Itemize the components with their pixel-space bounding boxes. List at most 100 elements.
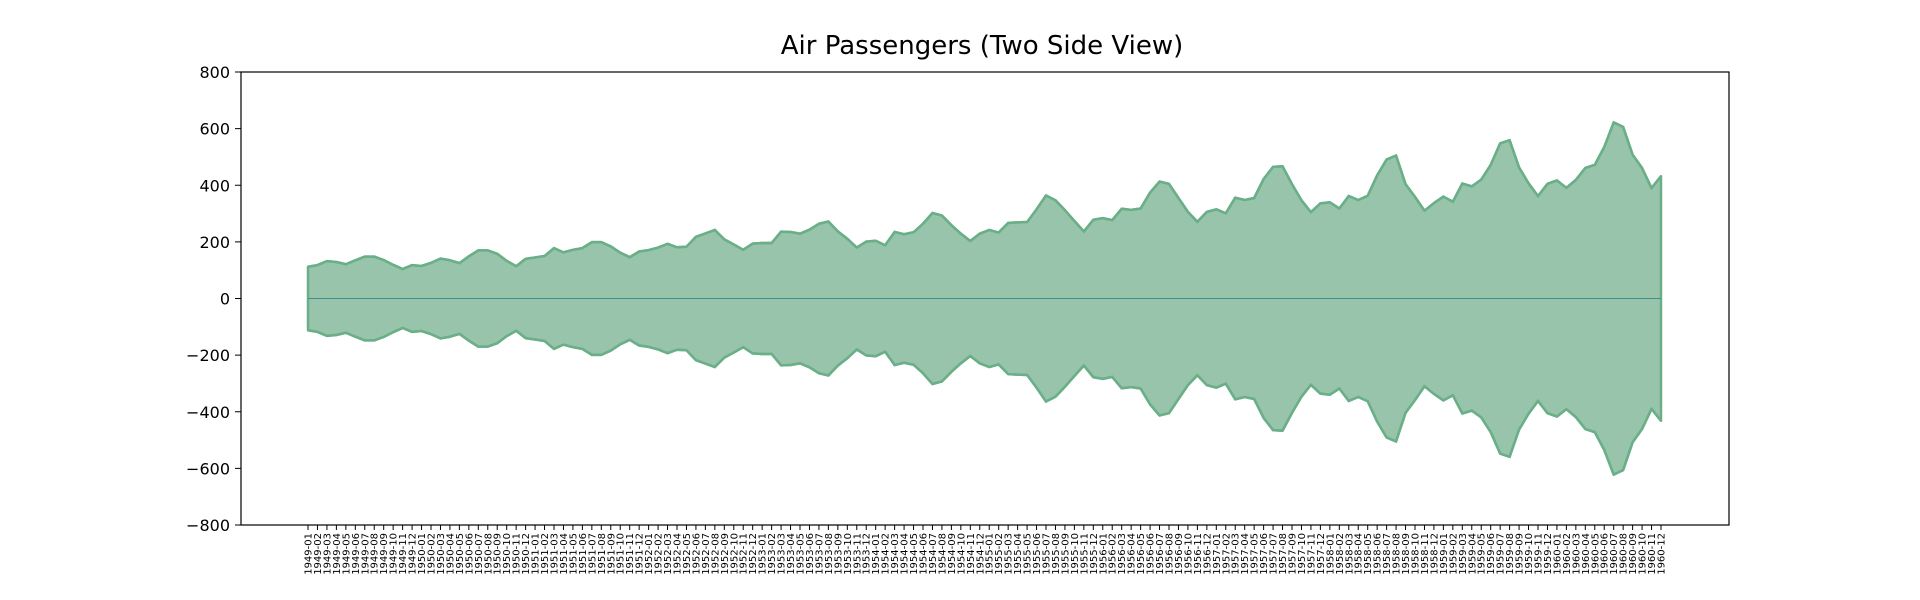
y-tick-label: 0	[220, 290, 230, 309]
x-tick-label: 1960-06	[1600, 533, 1611, 575]
x-tick-label: 1953-07	[814, 533, 825, 575]
x-tick-label: 1952-04	[673, 533, 684, 575]
x-tick-label: 1954-03	[890, 533, 901, 575]
x-tick-label: 1950-03	[436, 533, 447, 575]
x-tick-label: 1953-06	[805, 533, 816, 575]
x-tick-label: 1949-08	[370, 533, 381, 575]
x-tick-label: 1952-08	[710, 533, 721, 575]
x-tick-label: 1956-07	[1155, 533, 1166, 575]
x-tick-label: 1955-06	[1032, 533, 1043, 575]
x-tick-label: 1955-10	[1070, 533, 1081, 575]
x-tick-label: 1952-01	[644, 533, 655, 575]
x-tick-label: 1949-11	[398, 533, 409, 575]
x-tick-label: 1960-09	[1628, 533, 1639, 575]
x-tick-label: 1959-07	[1496, 533, 1507, 575]
x-tick-label: 1955-04	[1013, 533, 1024, 575]
x-tick-label: 1954-06	[919, 533, 930, 575]
x-tick-label: 1951-11	[625, 533, 636, 575]
x-tick-label: 1954-12	[975, 533, 986, 575]
x-tick-label: 1949-12	[408, 533, 419, 575]
x-tick-label: 1960-08	[1619, 533, 1630, 575]
x-tick-label: 1952-05	[682, 533, 693, 575]
x-tick-label: 1956-01	[1098, 533, 1109, 575]
x-tick-label: 1955-12	[1089, 533, 1100, 575]
x-tick-label: 1953-04	[786, 533, 797, 575]
x-tick-label: 1952-11	[739, 533, 750, 575]
x-tick-label: 1957-12	[1316, 533, 1327, 575]
x-tick-label: 1951-10	[616, 533, 627, 575]
x-tick-label: 1955-02	[994, 533, 1005, 575]
x-tick-label: 1954-10	[956, 533, 967, 575]
y-tick-label: 400	[199, 176, 230, 195]
x-tick-label: 1956-12	[1202, 533, 1213, 575]
x-tick-label: 1960-05	[1590, 533, 1601, 575]
x-tick-label: 1952-03	[663, 533, 674, 575]
x-tick-label: 1958-07	[1382, 533, 1393, 575]
x-tick-label: 1956-03	[1117, 533, 1128, 575]
x-tick-label: 1949-10	[389, 533, 400, 575]
x-tick-label: 1957-08	[1278, 533, 1289, 575]
x-tick-label: 1955-07	[1042, 533, 1053, 575]
x-tick-label: 1955-11	[1079, 533, 1090, 575]
y-tick-label: −600	[186, 459, 230, 478]
x-tick-label: 1951-02	[540, 533, 551, 575]
y-tick-label: 800	[199, 63, 230, 82]
x-tick-label: 1957-10	[1297, 533, 1308, 575]
x-tick-label: 1950-01	[417, 533, 428, 575]
x-tick-label: 1955-09	[1060, 533, 1071, 575]
x-tick-label: 1953-12	[862, 533, 873, 575]
x-tick-label: 1953-02	[767, 533, 778, 575]
x-tick-label: 1950-11	[512, 533, 523, 575]
x-tick-label: 1952-07	[701, 533, 712, 575]
x-tick-label: 1960-04	[1581, 533, 1592, 575]
x-tick-label: 1960-01	[1552, 533, 1563, 575]
x-tick-label: 1954-07	[928, 533, 939, 575]
x-tick-label: 1958-05	[1363, 533, 1374, 575]
x-tick-label: 1956-09	[1174, 533, 1185, 575]
x-tick-label: 1959-05	[1477, 533, 1488, 575]
x-tick-label: 1956-02	[1108, 533, 1119, 575]
x-tick-label: 1960-07	[1609, 533, 1620, 575]
x-tick-label: 1951-08	[597, 533, 608, 575]
x-tick-label: 1951-01	[531, 533, 542, 575]
x-tick-label: 1959-10	[1524, 533, 1535, 575]
x-tick-label: 1950-05	[455, 533, 466, 575]
x-tick-label: 1954-04	[900, 533, 911, 575]
y-tick-label: 600	[199, 120, 230, 139]
x-tick-label: 1950-12	[521, 533, 532, 575]
x-tick-label: 1950-06	[464, 533, 475, 575]
x-tick-label: 1951-06	[578, 533, 589, 575]
x-tick-label: 1954-05	[909, 533, 920, 575]
x-tick-label: 1951-03	[550, 533, 561, 575]
x-tick-label: 1957-09	[1288, 533, 1299, 575]
series-line-lower	[307, 326, 1662, 477]
x-tick-label: 1950-08	[483, 533, 494, 575]
x-tick-label: 1957-05	[1250, 533, 1261, 575]
x-tick-label: 1958-06	[1373, 533, 1384, 575]
series-line-upper	[307, 120, 1662, 271]
y-tick-label: 200	[199, 233, 230, 252]
x-tick-label: 1954-11	[966, 533, 977, 575]
x-tick-label: 1953-09	[833, 533, 844, 575]
x-tick-label: 1956-08	[1165, 533, 1176, 575]
x-tick-label: 1951-04	[559, 533, 570, 575]
x-tick-label: 1960-10	[1638, 533, 1649, 575]
x-tick-label: 1952-10	[729, 533, 740, 575]
x-tick-label: 1958-08	[1392, 533, 1403, 575]
x-tick-label: 1957-04	[1240, 533, 1251, 575]
x-tick-label: 1953-10	[843, 533, 854, 575]
x-tick-label: 1952-06	[691, 533, 702, 575]
x-tick-label: 1954-09	[947, 533, 958, 575]
x-tick-label: 1959-03	[1458, 533, 1469, 575]
x-tick-label: 1954-08	[937, 533, 948, 575]
x-tick-label: 1949-02	[313, 533, 324, 575]
x-tick-label: 1949-05	[341, 533, 352, 575]
y-tick-label: −200	[186, 346, 230, 365]
x-tick-label: 1953-01	[758, 533, 769, 575]
chart-title: Air Passengers (Two Side View)	[781, 31, 1183, 61]
x-tick-label: 1952-09	[720, 533, 731, 575]
x-tick-label: 1954-02	[881, 533, 892, 575]
x-tick-label: 1956-04	[1127, 533, 1138, 575]
x-tick-label: 1959-02	[1448, 533, 1459, 575]
